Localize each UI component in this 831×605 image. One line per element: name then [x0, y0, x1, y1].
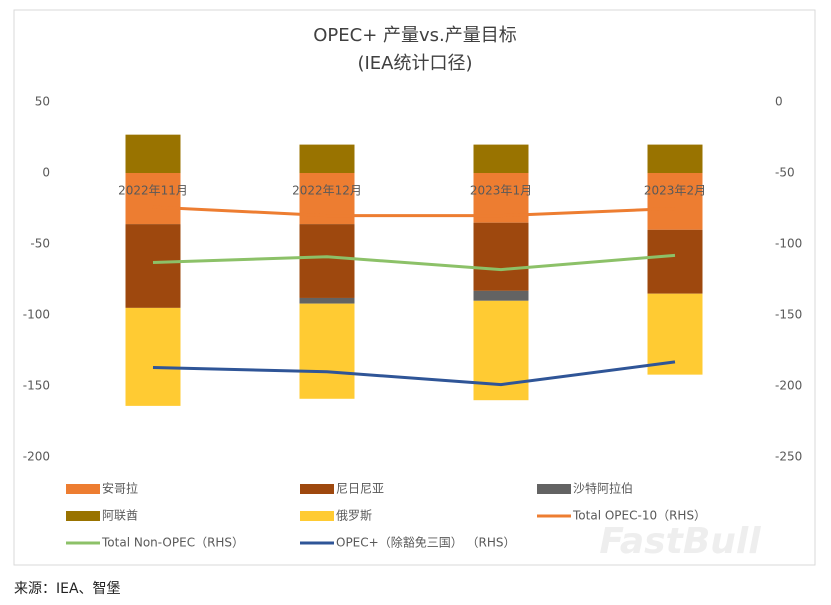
legend-swatch: [300, 511, 334, 521]
chart-title: OPEC+ 产量vs.产量目标: [313, 25, 517, 46]
y2-tick-label: 0: [775, 95, 783, 109]
bar: [647, 173, 703, 230]
legend-swatch: [537, 484, 571, 494]
bar: [647, 144, 703, 173]
y2-tick-label: -250: [775, 450, 802, 464]
y-tick-label: -150: [23, 379, 50, 393]
bar: [473, 222, 529, 291]
legend-label: 尼日尼亚: [336, 482, 384, 496]
bar: [473, 290, 529, 301]
x-tick-label: 2022年12月: [292, 184, 362, 198]
watermark: FastBull: [599, 521, 761, 562]
x-tick-label: 2022年11月: [118, 184, 188, 198]
legend-label: 俄罗斯: [336, 509, 372, 523]
legend-label: OPEC+（除豁免三国） （RHS）: [336, 535, 516, 550]
bar: [299, 224, 355, 298]
bar: [125, 307, 181, 406]
line-series: [152, 205, 676, 218]
bar: [647, 293, 703, 375]
line-series: [152, 253, 676, 272]
chart-subtitle: (IEA统计口径): [357, 53, 472, 74]
y2-tick-label: -50: [775, 166, 795, 180]
legend-swatch: [300, 484, 334, 494]
line-series: [152, 360, 676, 387]
bar: [647, 229, 703, 294]
bar: [125, 134, 181, 173]
bar: [125, 224, 181, 308]
legend-label: Total Non-OPEC（RHS）: [101, 536, 244, 550]
x-tick-label: 2023年1月: [470, 184, 532, 198]
y-tick-label: -200: [23, 450, 50, 464]
legend-label: Total OPEC-10（RHS）: [572, 509, 706, 523]
y-tick-label: 50: [35, 95, 50, 109]
x-tick-label: 2023年2月: [644, 184, 706, 198]
legend-swatch: [66, 511, 100, 521]
legend-swatch: [66, 484, 100, 494]
bar: [299, 144, 355, 173]
legend-label: 沙特阿拉伯: [573, 481, 633, 496]
bar: [299, 297, 355, 304]
bar: [473, 144, 529, 173]
y-tick-label: 0: [42, 166, 50, 180]
bar: [299, 303, 355, 399]
y2-tick-label: -150: [775, 308, 802, 322]
source: 来源：IEA、智堡: [14, 581, 121, 597]
y2-tick-label: -200: [775, 379, 802, 393]
y-tick-label: -100: [23, 308, 50, 322]
legend-label: 阿联酋: [102, 508, 138, 523]
y2-tick-label: -100: [775, 237, 802, 251]
legend-label: 安哥拉: [102, 481, 138, 496]
bar: [125, 173, 181, 225]
y-tick-label: -50: [30, 237, 50, 251]
